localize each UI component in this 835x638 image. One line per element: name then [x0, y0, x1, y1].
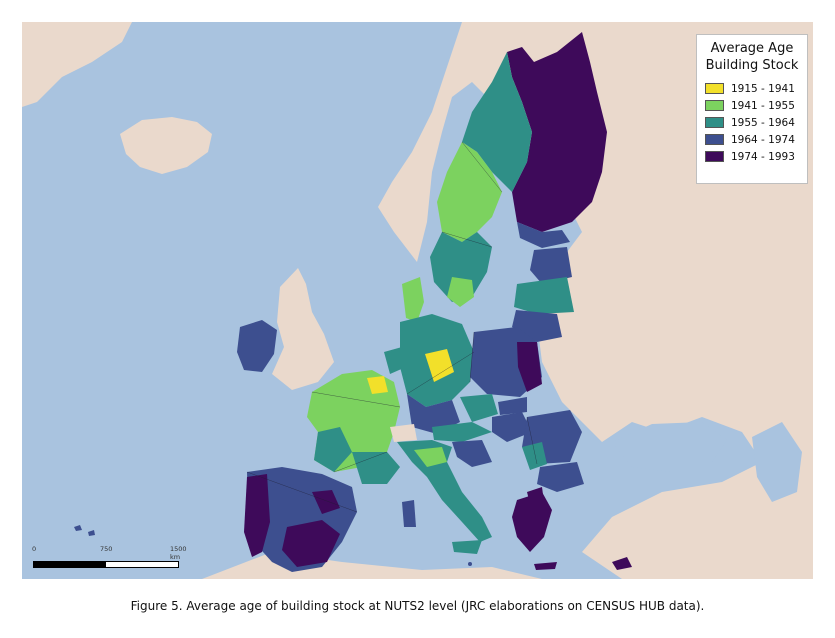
legend-item: 1964 - 1974 [705, 131, 807, 148]
region-finland [507, 32, 607, 232]
region-germany-south [407, 394, 460, 434]
scale-label-start: 0 [32, 545, 37, 553]
region-cyprus [612, 557, 632, 570]
region-boundaries [246, 141, 538, 513]
region-sweden-middle [437, 142, 502, 242]
legend-label: 1964 - 1974 [731, 133, 795, 146]
legend-swatch-1974-1993 [705, 151, 724, 162]
legend-label: 1915 - 1941 [731, 82, 795, 95]
scale-segment-white [106, 562, 178, 567]
region-ireland [237, 320, 277, 372]
region-romania-west [522, 442, 547, 470]
region-france-south [352, 452, 400, 484]
region-sweden-north [462, 52, 532, 192]
legend-title: Average Age Building Stock [697, 40, 807, 74]
region-malta [468, 562, 472, 566]
legend-label: 1941 - 1955 [731, 99, 795, 112]
caspian-sea [752, 422, 802, 502]
scale-labels: 0 750 1500 km [30, 545, 190, 561]
region-greece [512, 492, 552, 552]
greenland-landmass [22, 22, 132, 107]
region-croatia [452, 440, 492, 467]
region-sardinia [402, 500, 416, 527]
scale-bar-graphic [33, 561, 179, 568]
region-italy [397, 440, 492, 542]
legend-label: 1974 - 1993 [731, 150, 795, 163]
legend-title-line1: Average Age [710, 41, 794, 56]
legend-swatch-1955-1964 [705, 117, 724, 128]
switzerland-landmass [390, 424, 417, 442]
legend-swatch-1941-1955 [705, 100, 724, 111]
region-sweden-south [430, 232, 492, 302]
region-greece-north [527, 487, 544, 504]
region-france-west [314, 427, 352, 472]
region-crete [534, 562, 557, 570]
region-latvia [514, 277, 574, 314]
legend-label: 1955 - 1964 [731, 116, 795, 129]
region-finland-south [517, 222, 570, 248]
region-czechia [460, 394, 498, 422]
region-austria [432, 422, 492, 442]
region-sweden-skane [447, 277, 474, 307]
legend-swatch-1964-1974 [705, 134, 724, 145]
region-italy-north [414, 447, 447, 467]
map-legend: Average Age Building Stock 1915 - 1941 1… [696, 34, 808, 184]
region-sicily [452, 540, 482, 554]
black-sea [612, 422, 727, 472]
legend-item: 1974 - 1993 [705, 148, 807, 165]
scale-label-mid: 750 [100, 545, 113, 553]
scale-label-end: 1500 km [170, 545, 187, 561]
legend-item: 1915 - 1941 [705, 80, 807, 97]
region-poland-east [517, 342, 542, 392]
region-denmark [402, 277, 424, 322]
region-estonia [530, 247, 572, 284]
region-hungary [492, 412, 532, 442]
region-canary-1 [74, 525, 82, 531]
great-britain-landmass [272, 268, 334, 390]
scale-bar: 0 750 1500 km [30, 545, 190, 575]
legend-title-line2: Building Stock [705, 58, 799, 73]
region-canary-2 [88, 530, 95, 536]
region-slovakia [498, 397, 527, 415]
europe-map [22, 22, 813, 579]
figure-caption: Figure 5. Average age of building stock … [130, 599, 705, 613]
map-panel [22, 22, 813, 579]
region-germany-east-yellow [425, 349, 454, 382]
legend-item: 1955 - 1964 [705, 114, 807, 131]
legend-items: 1915 - 1941 1941 - 1955 1955 - 1964 1964… [697, 80, 807, 165]
legend-swatch-1915-1941 [705, 83, 724, 94]
region-belgium [367, 376, 388, 394]
iceland-landmass [120, 117, 212, 174]
region-spain-madrid [312, 490, 340, 514]
legend-item: 1941 - 1955 [705, 97, 807, 114]
region-spain-south [282, 520, 340, 567]
scale-segment-black [34, 562, 106, 567]
region-portugal [244, 474, 270, 557]
region-bulgaria [537, 462, 584, 492]
